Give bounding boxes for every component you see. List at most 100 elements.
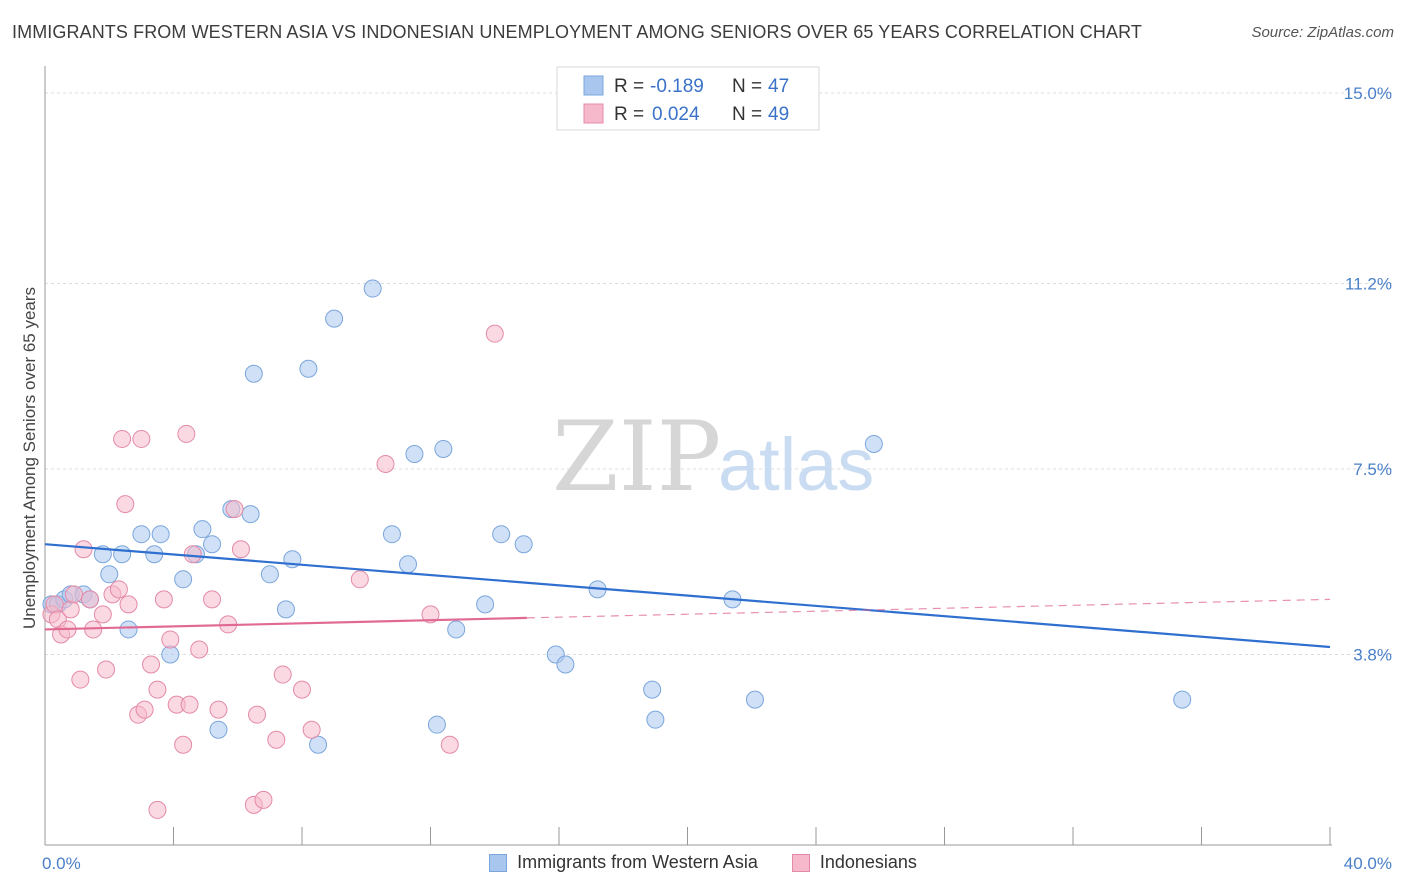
point-series1-25 [161, 630, 180, 649]
legend: Immigrants from Western Asia Indonesians [0, 852, 1406, 873]
legend-swatch-blue [489, 853, 508, 872]
point-series1-33 [209, 700, 228, 719]
point-series1-42 [293, 680, 311, 699]
point-series0-28 [363, 279, 382, 298]
legend-label-indonesians: Indonesians [819, 852, 917, 872]
legend-item-indonesians: Indonesians [791, 852, 917, 873]
point-series1-40 [267, 730, 286, 749]
point-series1-5 [61, 600, 80, 619]
point-series1-31 [190, 640, 209, 659]
point-series1-44 [350, 570, 369, 589]
data-points [42, 279, 1192, 819]
point-series0-33 [434, 439, 453, 458]
y-tick-label-3: 15.0% [1344, 84, 1392, 103]
point-series0-25 [299, 359, 318, 378]
point-series0-21 [244, 364, 263, 383]
point-series0-27 [325, 309, 344, 328]
point-series1-8 [74, 540, 93, 559]
point-series0-37 [514, 535, 533, 554]
trend-lines [44, 543, 1331, 649]
point-series0-32 [427, 715, 446, 734]
stats-swatch-pink [583, 103, 604, 124]
point-series1-45 [376, 455, 395, 474]
stats-n-label-blue: N = [732, 76, 762, 97]
stats-r-value-pink: 0.024 [652, 104, 700, 125]
trend-line-series0 [44, 543, 1331, 649]
point-series1-17 [119, 595, 138, 614]
stats-r-label-pink: R = [614, 104, 644, 125]
point-series1-23 [148, 800, 167, 819]
source-label: Source: ZipAtlas.com [1251, 24, 1394, 41]
point-series0-13 [161, 645, 180, 664]
point-series0-7 [100, 565, 119, 584]
point-series0-23 [276, 600, 295, 619]
point-series0-9 [119, 620, 138, 639]
point-series1-22 [148, 680, 167, 699]
point-series1-15 [113, 429, 132, 448]
stats-swatch-blue [583, 75, 604, 96]
point-series1-11 [93, 605, 112, 624]
point-series0-8 [113, 545, 132, 564]
stats-n-value-blue: 47 [768, 76, 789, 97]
y-tick-label-1: 7.5% [1353, 460, 1392, 479]
stats-n-label-pink: N = [732, 104, 762, 125]
point-series0-35 [476, 595, 495, 614]
watermark: ZIP atlas [552, 401, 874, 513]
point-series1-14 [109, 580, 128, 599]
point-series1-9 [80, 590, 99, 609]
point-series1-48 [421, 605, 440, 624]
stats-r-label-blue: R = [614, 76, 644, 97]
point-series1-6 [64, 585, 83, 604]
point-series0-20 [241, 505, 260, 524]
y-tick-label-2: 11.2% [1345, 275, 1392, 294]
stats-r-value-blue: -0.189 [650, 76, 704, 97]
point-series0-45 [864, 434, 883, 453]
point-series0-42 [646, 710, 665, 729]
point-series0-44 [745, 690, 764, 709]
point-series1-21 [142, 655, 161, 674]
point-series0-17 [203, 535, 222, 554]
point-series0-39 [556, 655, 575, 674]
point-series0-30 [399, 555, 418, 574]
x-tick-label-0: 0.0% [42, 854, 81, 873]
point-series0-14 [174, 570, 193, 589]
chart-title: IMMIGRANTS FROM WESTERN ASIA VS INDONESI… [12, 22, 1142, 42]
point-series1-35 [225, 500, 244, 519]
point-series1-30 [183, 545, 202, 564]
point-series0-36 [492, 525, 511, 544]
point-series1-29 [180, 695, 199, 714]
point-series0-31 [405, 444, 424, 463]
point-series1-32 [203, 590, 222, 609]
point-series0-29 [382, 525, 401, 544]
point-series0-41 [643, 680, 662, 699]
point-series1-28 [177, 424, 196, 443]
point-series0-16 [193, 520, 212, 539]
legend-swatch-pink [791, 853, 810, 872]
watermark-zip: ZIP [552, 401, 721, 513]
point-series1-24 [154, 590, 173, 609]
trend-line-dashed-series1 [526, 598, 1331, 619]
point-series0-22 [260, 565, 279, 584]
point-series0-12 [151, 525, 170, 544]
point-series1-38 [248, 705, 267, 724]
legend-item-western-asia: Immigrants from Western Asia [489, 852, 758, 873]
tick-labels: 3.8% 7.5% 11.2% 15.0% 0.0% 40.0% [42, 84, 1392, 873]
point-series1-39 [254, 790, 273, 809]
point-series1-41 [273, 665, 292, 684]
point-series1-12 [97, 660, 116, 679]
point-series0-18 [209, 720, 228, 739]
point-series1-46 [440, 735, 459, 754]
point-series1-27 [174, 735, 193, 754]
point-series1-36 [231, 540, 250, 559]
point-series0-34 [447, 620, 466, 639]
y-tick-label-0: 3.8% [1353, 646, 1392, 665]
stats-n-value-pink: 49 [768, 104, 789, 125]
x-tick-label-1: 40.0% [1344, 854, 1392, 873]
stats-box: R = -0.189 N = 47 R = 0.024 N = 49 [556, 66, 820, 131]
point-series0-26 [309, 735, 328, 754]
watermark-atlas: atlas [718, 423, 874, 506]
point-series1-43 [302, 720, 321, 739]
point-series1-1 [45, 595, 64, 614]
point-series1-7 [71, 670, 90, 689]
